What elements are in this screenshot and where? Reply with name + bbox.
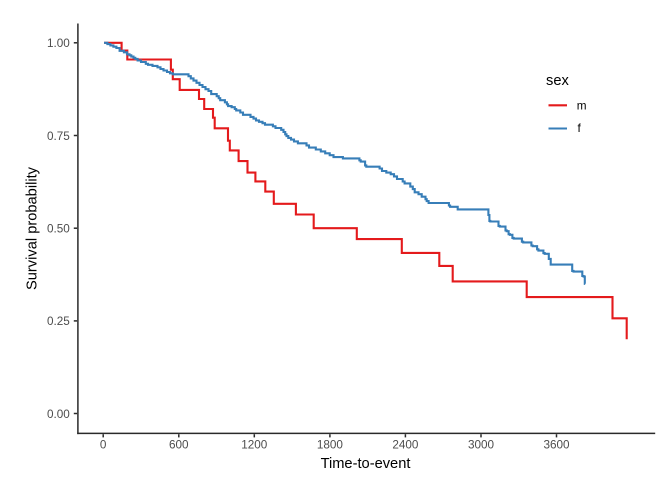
svg-text:sex: sex [546, 73, 569, 89]
svg-text:f: f [578, 122, 582, 135]
svg-text:Survival probability: Survival probability [25, 166, 41, 290]
svg-text:0.00: 0.00 [47, 408, 70, 421]
svg-text:3000: 3000 [468, 439, 495, 452]
svg-text:Time-to-event: Time-to-event [321, 456, 411, 472]
svg-text:m: m [577, 100, 587, 113]
svg-text:0: 0 [100, 439, 107, 452]
svg-text:0.75: 0.75 [47, 130, 70, 143]
svg-text:0.50: 0.50 [47, 223, 70, 236]
svg-text:1.00: 1.00 [47, 37, 70, 50]
svg-text:1200: 1200 [241, 439, 268, 452]
svg-text:3600: 3600 [543, 439, 570, 452]
svg-text:600: 600 [169, 439, 189, 452]
svg-text:2400: 2400 [392, 439, 419, 452]
svg-text:0.25: 0.25 [47, 315, 70, 328]
svg-text:1800: 1800 [317, 439, 344, 452]
